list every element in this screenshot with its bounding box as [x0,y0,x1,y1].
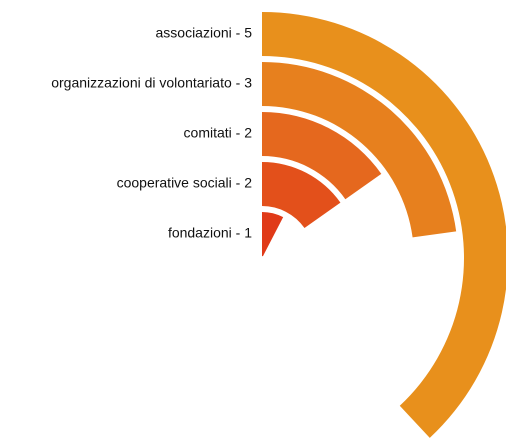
bar-label: organizzazioni di volontariato - 3 [51,75,252,91]
bar-label: associazioni - 5 [156,25,253,41]
radial-bar [262,12,506,438]
radial-bar [262,112,382,200]
bar-label: fondazioni - 1 [168,225,252,241]
radial-bar [262,62,457,238]
radial-bar [262,162,341,229]
radial-bar [262,212,284,257]
bar-label: comitati - 2 [184,125,253,141]
bar-label: cooperative sociali - 2 [117,175,253,191]
